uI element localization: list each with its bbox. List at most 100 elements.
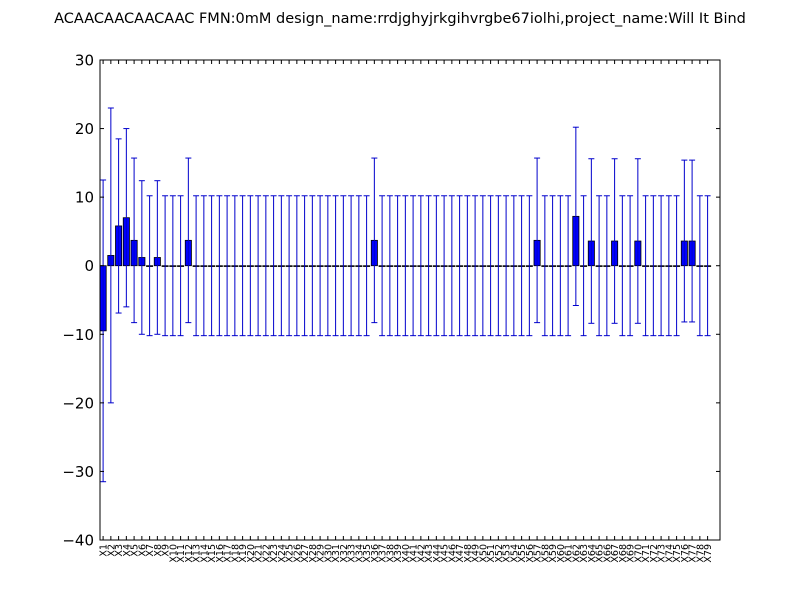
error-bar-X8 (154, 180, 161, 335)
x-tick-label: X66 (602, 544, 613, 563)
error-bar-X12 (185, 157, 192, 324)
x-tick-label: X14 (199, 544, 210, 563)
error-bar-X70 (634, 158, 641, 324)
x-tick-label: X72 (649, 544, 660, 563)
x-tick-label: X48 (463, 544, 474, 563)
error-bar-X10 (169, 195, 176, 337)
x-tick-label: X67 (610, 544, 621, 563)
error-bar-X49 (472, 195, 479, 337)
x-tick-label: X27 (300, 544, 311, 563)
error-bar-X15 (208, 195, 215, 337)
x-tick-label: X44 (432, 544, 443, 563)
error-bar-X3 (115, 138, 122, 314)
x-tick-label: X62 (571, 544, 582, 563)
error-bar-X40 (402, 195, 409, 337)
x-tick-label: X50 (478, 544, 489, 563)
x-tick-label: X12 (184, 544, 195, 563)
error-bar-X43 (425, 195, 432, 337)
x-tick-label: X46 (447, 544, 458, 563)
error-bar-X5 (131, 157, 138, 324)
error-bar-X24 (278, 195, 285, 337)
x-tick-label: X10 (168, 544, 179, 563)
error-bar-X42 (417, 195, 424, 337)
error-bar-X71 (642, 195, 649, 337)
x-tick-label: X35 (362, 544, 373, 563)
x-tick-label: X60 (556, 544, 567, 563)
error-bar-X31 (332, 195, 339, 337)
error-bar-X46 (448, 195, 455, 337)
error-bar-X20 (247, 195, 254, 337)
x-tick-label: X4 (122, 544, 133, 557)
error-bar-X79 (704, 195, 711, 337)
error-bar-X34 (355, 195, 362, 337)
y-tick-label: −30 (62, 463, 94, 481)
x-tick-label: X64 (587, 544, 598, 563)
x-tick-label: X42 (416, 544, 427, 563)
x-tick-label: X38 (385, 544, 396, 563)
x-tick-label: X56 (525, 544, 536, 563)
x-tick-label: X65 (595, 544, 606, 563)
error-bar-X17 (224, 195, 231, 337)
error-bar-X22 (262, 195, 269, 337)
y-tick-label: −20 (62, 394, 94, 412)
y-tick-label: 20 (75, 120, 94, 138)
error-bar-X23 (270, 195, 277, 337)
error-bar-X59 (549, 195, 556, 337)
error-bar-X45 (441, 195, 448, 337)
error-bar-X28 (309, 195, 316, 337)
error-bar-X9 (162, 195, 169, 337)
x-tick-label: X26 (292, 544, 303, 563)
x-tick-label: X52 (494, 544, 505, 563)
error-bar-X61 (565, 195, 572, 337)
y-axis: −40 −30 −20 −10 0 10 20 30 (62, 52, 720, 550)
error-bar-X69 (627, 195, 634, 337)
error-bar-X48 (464, 195, 471, 337)
x-tick-label: X77 (688, 544, 699, 563)
x-tick-label: X23 (269, 544, 280, 563)
error-bar-X55 (518, 195, 525, 337)
error-bar-X18 (231, 195, 238, 337)
x-tick-label: X68 (618, 544, 629, 563)
x-tick-label: X36 (370, 544, 381, 563)
x-tick-label: X20 (246, 544, 257, 563)
error-bar-X39 (394, 195, 401, 337)
error-bar-X37 (379, 195, 386, 337)
error-bar-X54 (510, 195, 517, 337)
x-tick-label: X76 (680, 544, 691, 563)
error-bar-X50 (479, 195, 486, 337)
x-tick-label: X17 (223, 544, 234, 563)
error-bar-X35 (363, 195, 370, 337)
error-bar-X38 (386, 195, 393, 337)
y-tick-label: 0 (84, 257, 94, 275)
y-tick-label: −40 (62, 532, 94, 550)
x-tick-label: X79 (703, 544, 714, 563)
x-tick-label: X24 (277, 544, 288, 563)
error-bar-X78 (696, 195, 703, 337)
error-bar-X36 (371, 157, 378, 324)
error-bar-X27 (301, 195, 308, 337)
plot-area-frame (99, 59, 721, 541)
x-tick-label: X57 (533, 544, 544, 563)
error-bar-X44 (433, 195, 440, 337)
x-tick-label: X43 (424, 544, 435, 563)
error-bar-X60 (557, 195, 564, 337)
error-bar-X66 (603, 195, 610, 337)
y-tick-label: 10 (75, 189, 94, 207)
x-tick-label: X45 (440, 544, 451, 563)
x-tick-label: X13 (192, 544, 203, 563)
x-tick-label: X30 (323, 544, 334, 563)
x-tick-label: X1 (99, 544, 110, 557)
x-tick-label: X31 (331, 544, 342, 563)
error-bar-X29 (317, 195, 324, 337)
x-tick-label: X32 (339, 544, 350, 563)
x-tick-label: X11 (176, 544, 187, 563)
error-bar-X77 (689, 159, 696, 323)
x-tick-label: X15 (207, 544, 218, 563)
error-bar-X62 (572, 126, 579, 306)
x-tick-label: X8 (153, 544, 164, 557)
error-bar-X14 (200, 195, 207, 337)
error-bar-X52 (495, 195, 502, 337)
error-bar-X1 (100, 179, 107, 483)
error-bar-X13 (193, 195, 200, 337)
x-tick-label: X74 (664, 544, 675, 563)
